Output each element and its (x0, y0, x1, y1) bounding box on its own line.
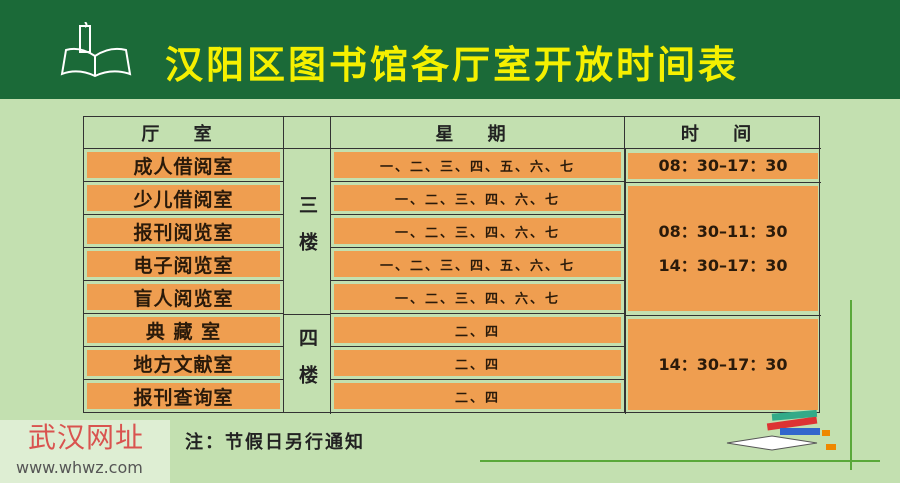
table-row: 盲人阅览室 (84, 281, 284, 314)
time-morning: 08：30–11：30 (658, 221, 788, 241)
time-third-floor: 08：30–11：30 14：30–17：30 (628, 186, 818, 311)
open-days: 一、二、三、四、五、六、七 (334, 152, 621, 178)
days-cell: 一、二、三、四、五、六、七 (331, 248, 625, 281)
room-name: 电子阅览室 (87, 251, 280, 277)
days-cell: 一、二、三、四、六、七 (331, 182, 625, 215)
days-cell: 二、四 (331, 314, 625, 347)
page-title: 汉阳区图书馆各厅室开放时间表 (165, 43, 740, 87)
decor-line (850, 300, 852, 470)
days-cell: 二、四 (331, 347, 625, 380)
table-row: 报刊阅览室 (84, 215, 284, 248)
column-divider (625, 149, 626, 414)
days-cell: 一、二、三、四、五、六、七 (331, 149, 625, 182)
open-days: 一、二、三、四、六、七 (334, 218, 621, 244)
time-fourth-floor: 14：30–17：30 (628, 319, 818, 410)
header-room: 厅 室 (84, 117, 284, 149)
open-days: 二、四 (334, 317, 621, 343)
open-days: 一、二、三、四、六、七 (334, 185, 621, 211)
header-floor (284, 117, 331, 149)
open-days: 一、二、三、四、六、七 (334, 284, 621, 310)
watermark-url: www.whwz.com (16, 458, 143, 477)
table-row: 典 藏 室 (84, 314, 284, 347)
open-days: 二、四 (334, 383, 621, 409)
schedule-table: 厅 室 星 期 时 间 三楼 四楼 08：30–17：30 08：30–11：3… (83, 116, 821, 414)
watermark-logo: 武汉网址 (28, 421, 145, 454)
header-time: 时 间 (625, 117, 821, 149)
days-cell: 一、二、三、四、六、七 (331, 215, 625, 248)
time-afternoon: 14：30–17：30 (658, 255, 788, 275)
book-candle-icon (60, 22, 132, 78)
table-row: 电子阅览室 (84, 248, 284, 281)
decor-line (480, 460, 880, 462)
header-days: 星 期 (331, 117, 625, 149)
table-row: 报刊查询室 (84, 380, 284, 413)
table-row: 少儿借阅室 (84, 182, 284, 215)
table-row: 地方文献室 (84, 347, 284, 380)
room-name: 成人借阅室 (87, 152, 280, 178)
floor-label: 三楼 (296, 194, 318, 269)
room-name: 地方文献室 (87, 350, 280, 376)
row-divider (625, 315, 821, 316)
floor-fourth: 四楼 (284, 315, 331, 414)
room-name: 报刊查询室 (87, 383, 280, 409)
watermark-bg (0, 420, 170, 483)
header-banner: 汉阳区图书馆各厅室开放时间表 (0, 0, 900, 99)
note-text: 注：节假日另行通知 (185, 432, 365, 453)
floor-third: 三楼 (284, 149, 331, 315)
books-icon (726, 409, 836, 451)
days-cell: 二、四 (331, 380, 625, 413)
room-name: 报刊阅览室 (87, 218, 280, 244)
floor-label: 四楼 (296, 327, 318, 402)
days-cell: 一、二、三、四、六、七 (331, 281, 625, 314)
open-days: 二、四 (334, 350, 621, 376)
room-name: 典 藏 室 (87, 317, 280, 343)
table-row: 成人借阅室 (84, 149, 284, 182)
open-days: 一、二、三、四、五、六、七 (334, 251, 621, 277)
row-divider (625, 182, 821, 183)
time-adult: 08：30–17：30 (628, 153, 818, 179)
room-name: 少儿借阅室 (87, 185, 280, 211)
room-name: 盲人阅览室 (87, 284, 280, 310)
